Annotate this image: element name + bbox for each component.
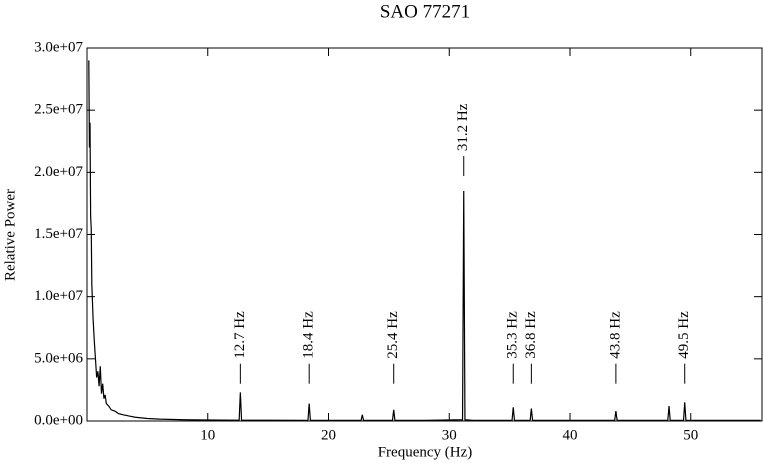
annotation-label: 36.8 Hz (523, 311, 539, 359)
data-line (88, 60, 761, 421)
x-tick-label: 40 (563, 427, 578, 443)
chart-title: SAO 77271 (380, 1, 470, 22)
y-tick-label: 5.0e+06 (34, 350, 83, 366)
annotation-label: 31.2 Hz (455, 103, 471, 151)
x-tick-label: 10 (200, 427, 215, 443)
y-tick-label: 0.0e+00 (34, 412, 83, 428)
x-tick-label: 50 (683, 427, 698, 443)
y-tick-label: 2.5e+07 (34, 102, 83, 118)
annotation-label: 12.7 Hz (232, 311, 248, 359)
annotation-label: 18.4 Hz (301, 311, 317, 359)
annotation-label: 43.8 Hz (607, 311, 623, 359)
y-tick-label: 2.0e+07 (34, 164, 83, 180)
plot-frame (86, 47, 763, 422)
annotation-label: 35.3 Hz (505, 311, 521, 359)
y-tick-label: 3.0e+07 (34, 39, 83, 55)
y-tick-label: 1.5e+07 (34, 226, 83, 242)
y-axis-label: Relative Power (2, 189, 18, 281)
x-axis-label: Frequency (Hz) (378, 444, 473, 460)
annotation-label: 25.4 Hz (385, 311, 401, 359)
annotation-label: 49.5 Hz (676, 311, 692, 359)
y-tick-label: 1.0e+07 (34, 288, 83, 304)
x-tick-label: 30 (442, 427, 457, 443)
x-tick-label: 20 (321, 427, 336, 443)
